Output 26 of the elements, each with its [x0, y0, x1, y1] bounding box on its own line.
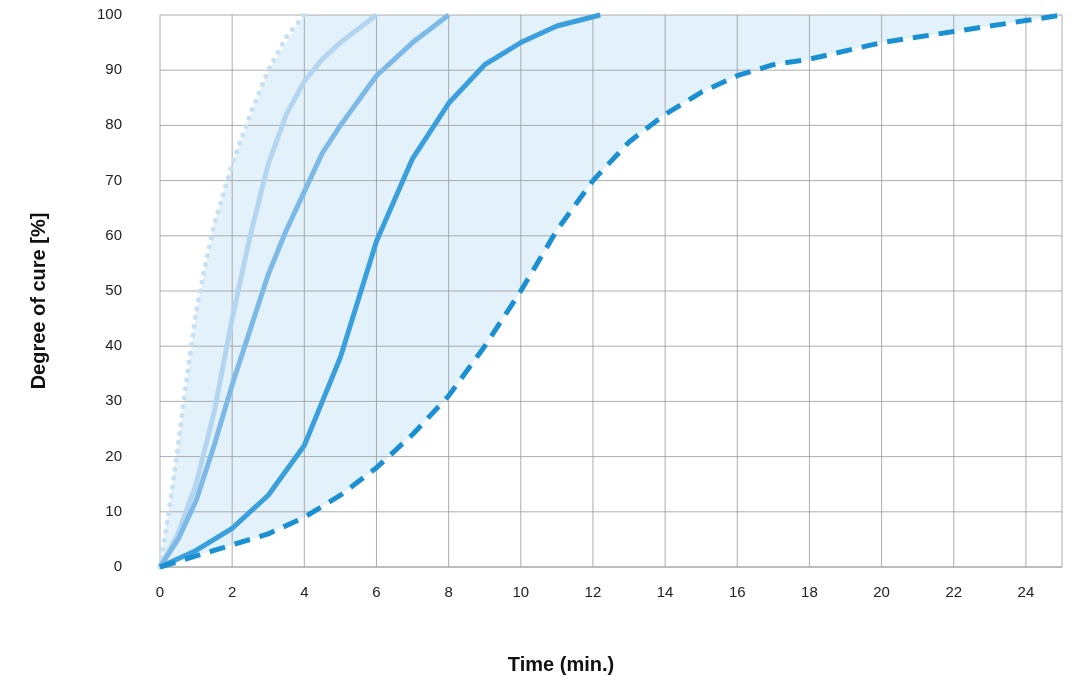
- x-tick-label: 0: [155, 583, 165, 600]
- x-tick-label: 2: [227, 583, 237, 600]
- x-axis-title: Time (min.): [507, 653, 615, 675]
- y-tick-label: 20: [105, 446, 122, 464]
- x-tick-label: 8: [444, 583, 453, 600]
- x-tick-label: 18: [801, 583, 818, 600]
- y-tick-label: 80: [105, 115, 122, 133]
- x-tick-label: 22: [945, 583, 963, 600]
- y-tick-label: 40: [105, 336, 122, 354]
- y-tick-label: 10: [105, 501, 122, 519]
- x-tick-label: 14: [656, 583, 674, 600]
- y-axis-title: Degree of cure [%]: [27, 212, 49, 390]
- y-tick-label: 60: [105, 225, 122, 243]
- x-tick-label: 10: [512, 583, 530, 600]
- y-tick-label: 30: [105, 391, 122, 409]
- y-tick-label: 70: [105, 170, 122, 188]
- x-tick-label: 24: [1017, 583, 1035, 600]
- y-tick-label: 100: [96, 4, 122, 22]
- x-tick-label: 12: [584, 583, 602, 600]
- y-tick-label: 50: [105, 280, 122, 298]
- y-tick-label: 0: [113, 556, 122, 574]
- x-tick-label: 20: [873, 583, 890, 600]
- x-tick-label: 6: [372, 583, 381, 600]
- x-tick-label: 4: [300, 583, 309, 600]
- x-tick-label: 16: [728, 583, 746, 600]
- y-tick-label: 90: [105, 60, 122, 78]
